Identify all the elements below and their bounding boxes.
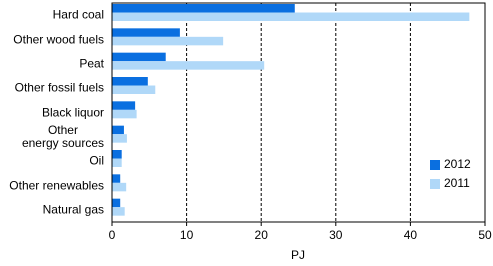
plot-border [111,2,486,223]
bar [112,198,121,208]
legend-swatch [430,160,440,170]
category-label: Other fossil fuels [14,80,104,95]
bar [112,125,124,135]
bar [112,150,122,159]
bar [112,12,470,21]
x-tick-label: 10 [180,228,194,242]
bar [112,28,180,37]
legend-label: 2011 [444,176,470,190]
x-axis-label: PJ [291,248,305,262]
x-tick-label: 50 [478,228,492,242]
category-label: Hard coal [52,7,104,22]
bar [112,85,156,94]
legend-label: 2012 [444,157,471,171]
x-tick-label: 20 [255,228,269,242]
bar [112,207,125,216]
category-label: Peat [79,56,104,71]
bar [112,4,295,13]
category-label: Natural gas [42,202,104,217]
bar [112,109,137,119]
bar [112,158,122,167]
x-tick-label: 30 [329,228,343,242]
bar [112,36,224,46]
x-tick-label: 0 [109,228,116,242]
bar [112,77,148,86]
category-label: Oil [89,153,104,168]
bar [112,182,127,192]
category-label: Black liquor [41,105,104,119]
bar [112,134,127,143]
category-label: Other renewables [9,178,104,192]
bar [112,174,121,183]
x-tick-label: 40 [404,228,418,242]
bar [112,52,166,62]
category-label: Other wood fuels [13,32,104,46]
category-label: Other energy sources [21,122,104,150]
bar [112,101,136,110]
legend-swatch [430,179,440,189]
bar [112,61,265,70]
